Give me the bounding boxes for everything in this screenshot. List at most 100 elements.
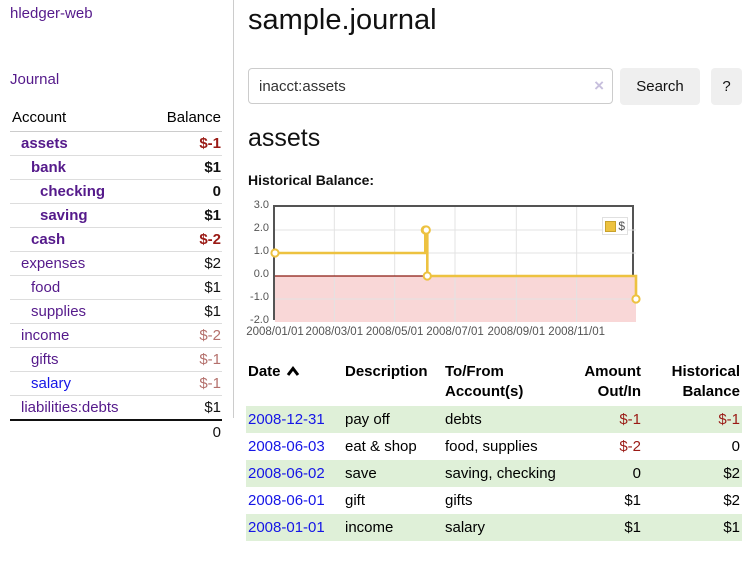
register-header-row: Date Description To/From Account(s) Amou…	[246, 360, 742, 406]
register-balance-cell: $2	[723, 465, 740, 482]
search-button[interactable]: Search	[620, 68, 700, 105]
account-cell: salary	[10, 371, 149, 396]
account-link[interactable]: expenses	[21, 255, 86, 272]
account-row: assets $-1	[10, 131, 222, 156]
register-amount-cell: $-1	[619, 411, 641, 428]
help-button[interactable]: ?	[711, 68, 742, 105]
x-tick-label: 2008/05/01	[365, 326, 424, 338]
y-tick-label: -2.0	[250, 314, 269, 326]
account-cell: food	[10, 275, 149, 300]
register-date-link[interactable]: 2008-01-01	[248, 519, 325, 536]
accounts-table: Account Balance assets $-1 bank $1 checking 0…	[10, 106, 222, 444]
page-title: sample.journal	[248, 4, 437, 36]
register-row: 2008-01-01 income salary $1 $1	[246, 514, 742, 541]
account-row: liabilities:debts $1	[10, 395, 222, 421]
main-content: sample.journal × Search ? assets Histori…	[246, 0, 742, 582]
register-date-link[interactable]: 2008-06-03	[248, 438, 325, 455]
register-date-link[interactable]: 2008-06-02	[248, 465, 325, 482]
account-row: supplies $1	[10, 299, 222, 324]
register-balance-cell: $-1	[718, 411, 740, 428]
register-table: Date Description To/From Account(s) Amou…	[246, 360, 742, 541]
register-row: 2008-06-01 gift gifts $1 $2	[246, 487, 742, 514]
account-cell: saving	[10, 203, 149, 228]
register-header-balance: Historical Balance	[671, 363, 740, 400]
account-link[interactable]: assets	[21, 135, 68, 152]
account-balance: $1	[148, 203, 222, 228]
account-cell: liabilities:debts	[10, 395, 149, 421]
account-link[interactable]: cash	[31, 231, 66, 248]
legend-swatch-icon	[605, 220, 617, 232]
account-row: income $-2	[10, 323, 222, 348]
register-description-cell: save	[345, 465, 377, 482]
account-link[interactable]: income	[21, 327, 70, 344]
register-description-cell: gift	[345, 492, 366, 509]
y-tick-label: 1.0	[253, 245, 269, 257]
account-balance: $1	[148, 275, 222, 300]
account-title: assets	[248, 124, 321, 152]
x-tick-label: 2008/11/01	[548, 326, 605, 338]
account-cell: cash	[10, 227, 149, 252]
clear-search-icon[interactable]: ×	[594, 76, 604, 95]
chart-title: Historical Balance:	[248, 172, 375, 188]
data-point-marker	[270, 248, 280, 258]
account-link[interactable]: salary	[31, 375, 72, 392]
x-tick-label: 2008/03/01	[305, 326, 364, 338]
app-title-link[interactable]: hledger-web	[10, 5, 93, 22]
x-tick-label: 2008/07/01	[426, 326, 484, 338]
register-date-link[interactable]: 2008-06-01	[248, 492, 325, 509]
account-row: cash $-2	[10, 227, 222, 252]
sidebar-item-journal[interactable]: Journal	[10, 71, 60, 88]
register-accounts-cell: food, supplies	[445, 438, 538, 455]
register-amount-cell: $1	[624, 492, 641, 509]
account-link[interactable]: liabilities:debts	[21, 399, 119, 416]
accounts-total-row: 0	[10, 419, 222, 444]
account-row: saving $1	[10, 203, 222, 228]
y-tick-label: 0.0	[253, 268, 269, 280]
account-link[interactable]: saving	[40, 207, 88, 224]
register-header-amount: Amount Out/In	[584, 363, 641, 400]
account-cell: expenses	[10, 251, 149, 276]
balance-chart: 3.0 2.0 1.0 0.0 -1.0 -2.0 2008/01/01 2008/03/0…	[246, 199, 641, 338]
sort-ascending-icon	[286, 363, 300, 383]
account-balance: $-1	[148, 131, 222, 156]
register-row: 2008-12-31 pay off debts $-1 $-1	[246, 406, 742, 433]
search-field-wrap: ×	[248, 68, 613, 104]
register-date-link[interactable]: 2008-12-31	[248, 411, 325, 428]
register-date-cell: 2008-12-31	[246, 406, 343, 433]
accounts-header-account: Account	[10, 106, 149, 132]
register-description-cell: eat & shop	[345, 438, 417, 455]
account-cell: supplies	[10, 299, 149, 324]
account-balance: $-2	[148, 323, 222, 348]
register-header-date[interactable]: Date	[246, 360, 343, 406]
register-description-cell: pay off	[345, 411, 390, 428]
account-row: expenses $2	[10, 251, 222, 276]
account-link[interactable]: checking	[40, 183, 106, 200]
register-date-cell: 2008-06-01	[246, 487, 343, 514]
balance-chart-svg	[270, 207, 641, 322]
register-accounts-cell: salary	[445, 519, 486, 536]
account-balance: $1	[148, 155, 222, 180]
register-body: 2008-12-31 pay off debts $-1 $-1 2008-06-03 ea…	[246, 406, 742, 541]
register-accounts-cell: debts	[445, 411, 482, 428]
register-balance-cell: $1	[723, 519, 740, 536]
search-row: × Search ?	[248, 68, 742, 105]
register-row: 2008-06-03 eat & shop food, supplies $-2 0	[246, 433, 742, 460]
account-link[interactable]: food	[31, 279, 61, 296]
account-balance: $-1	[148, 347, 222, 372]
account-link[interactable]: supplies	[31, 303, 87, 320]
account-balance: $2	[148, 251, 222, 276]
search-input[interactable]	[248, 68, 613, 104]
account-cell: bank	[10, 155, 149, 180]
sidebar-divider	[233, 0, 234, 418]
account-balance: $-2	[148, 227, 222, 252]
account-row: food $1	[10, 275, 222, 300]
account-link[interactable]: gifts	[31, 351, 59, 368]
register-balance-cell: $2	[723, 492, 740, 509]
account-row: gifts $-1	[10, 347, 222, 372]
account-row: bank $1	[10, 155, 222, 180]
register-date-cell: 2008-06-02	[246, 460, 343, 487]
register-accounts-cell: saving, checking	[445, 465, 556, 482]
account-link[interactable]: bank	[31, 159, 67, 176]
account-cell: gifts	[10, 347, 149, 372]
